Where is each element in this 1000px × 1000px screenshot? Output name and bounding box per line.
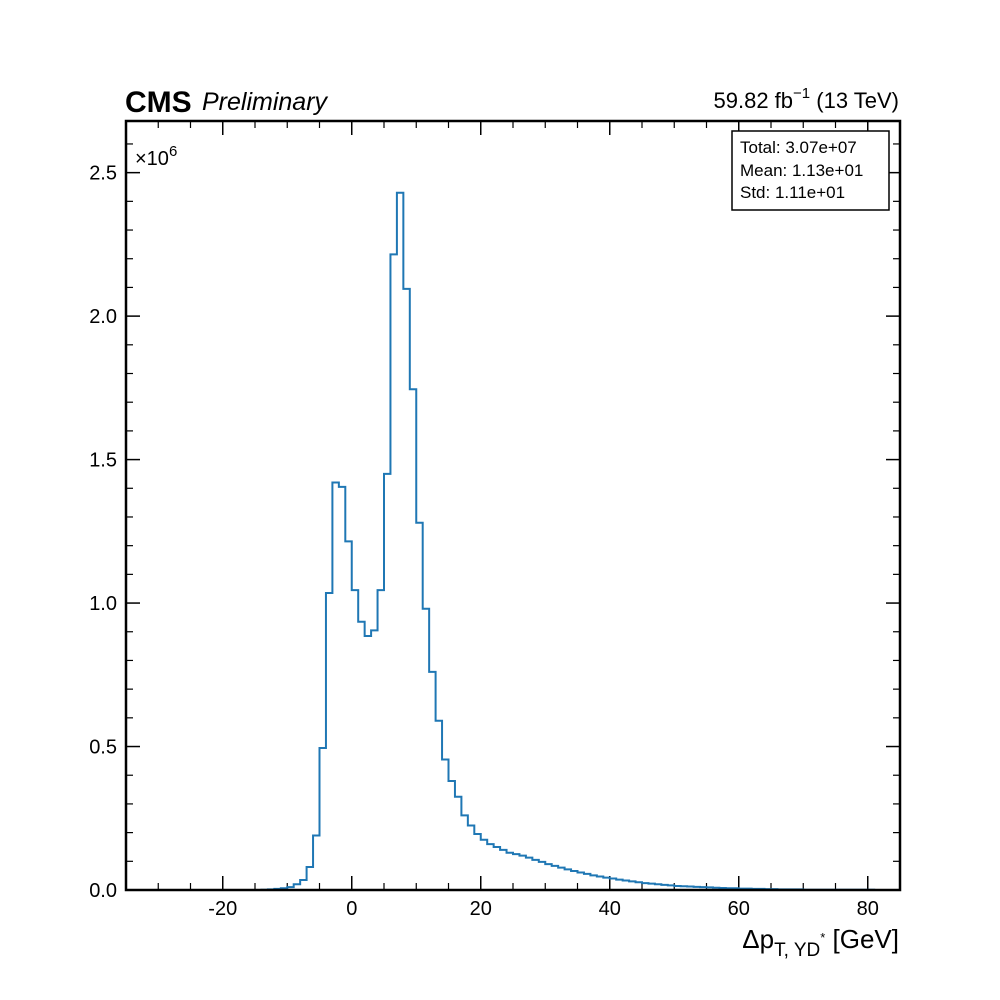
histogram-bin — [552, 866, 558, 890]
stats-std: Std: 1.11e+01 — [740, 183, 845, 202]
x-tick-label: 0 — [346, 898, 357, 920]
energy-label: (13 TeV) — [810, 88, 899, 113]
histogram-bin — [345, 541, 351, 890]
histogram-bin — [358, 622, 364, 890]
stats-total: Total: 3.07e+07 — [740, 138, 857, 157]
histogram-bin — [371, 630, 377, 890]
x-label-sup: * — [820, 930, 825, 945]
luminosity-label: 59.82 fb−1 (13 TeV) — [714, 85, 899, 113]
x-label-unit: [GeV] — [825, 924, 899, 954]
histogram-bins — [261, 193, 874, 890]
experiment-label: CMS — [125, 86, 192, 119]
histogram-bin — [468, 825, 474, 890]
histogram-bin — [519, 856, 525, 890]
x-label-sub: T, YD — [774, 940, 820, 961]
x-tick-label: -20 — [208, 898, 237, 920]
stats-mean: Mean: 1.13e+01 — [740, 161, 863, 180]
x-tick-label: 40 — [599, 898, 621, 920]
histogram-bin — [487, 844, 493, 890]
x-tick-label: 60 — [728, 898, 750, 920]
histogram-bin — [545, 864, 551, 890]
histogram-bin — [352, 590, 358, 890]
axis-tick-labels: -20 0 20 40 60 80 0.0 0.5 1.0 1.5 2.0 2.5 — [89, 163, 879, 920]
x-tick-label: 80 — [857, 898, 879, 920]
stats-box — [731, 130, 890, 211]
histogram-bin — [558, 868, 564, 890]
status-label: Preliminary — [202, 88, 329, 116]
histogram-bin — [461, 815, 467, 890]
y-tick-label: 0.5 — [89, 737, 117, 759]
histogram-bin — [507, 853, 513, 890]
histogram-bin — [397, 193, 403, 890]
histogram-bin — [565, 869, 571, 890]
x-label-main: Δp — [742, 924, 774, 954]
histogram-bin — [339, 487, 345, 890]
histogram-bin — [590, 875, 596, 890]
histogram-bin — [474, 834, 480, 890]
y-axis-multiplier: ×106 — [135, 143, 177, 170]
histogram-bin — [571, 871, 577, 890]
multiplier-base: ×10 — [135, 148, 169, 170]
x-axis-label: ΔpT, YD* [GeV] — [742, 924, 899, 961]
histogram-bin — [526, 858, 532, 890]
histogram-bin — [500, 850, 506, 890]
axis-ticks — [126, 121, 901, 891]
histogram-bin — [532, 860, 538, 890]
plot-frame — [124, 119, 902, 892]
y-tick-label: 1.0 — [89, 593, 117, 615]
lumi-exponent: −1 — [793, 85, 810, 102]
histogram-bin — [513, 854, 519, 890]
histogram-bin — [578, 872, 584, 890]
y-tick-label: 2.0 — [89, 306, 117, 328]
histogram-bin — [539, 862, 545, 890]
y-tick-label: 1.5 — [89, 450, 117, 472]
y-tick-label: 2.5 — [89, 163, 117, 185]
histogram-bin — [494, 847, 500, 890]
histogram-bin — [378, 590, 384, 890]
multiplier-exponent: 6 — [169, 143, 177, 160]
x-tick-label: 20 — [470, 898, 492, 920]
lumi-value: 59.82 fb — [714, 88, 794, 113]
histogram-bin — [481, 840, 487, 890]
histogram-bin — [365, 636, 371, 890]
y-tick-label: 0.0 — [89, 880, 117, 902]
histogram-series-line — [126, 191, 876, 891]
